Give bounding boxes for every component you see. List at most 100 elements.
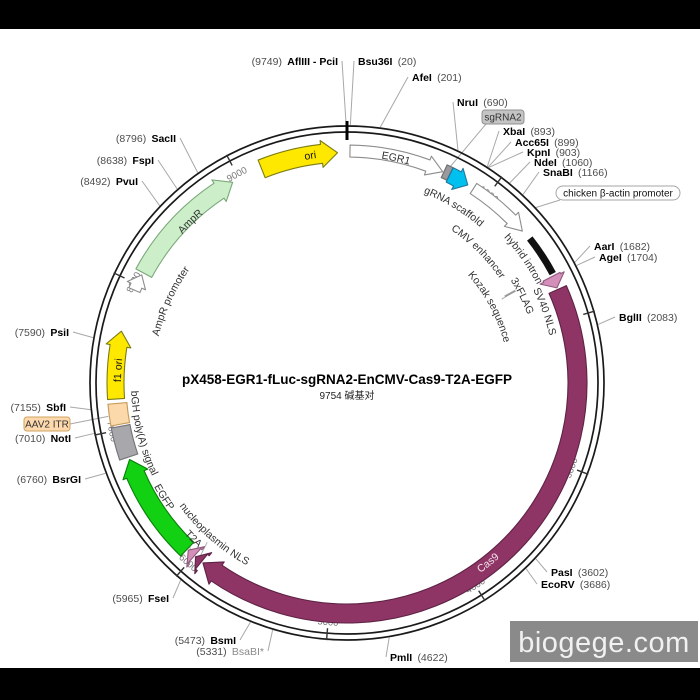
site-label-FseI: (5965) FseI (112, 593, 169, 605)
site-leader (74, 432, 95, 439)
callout-text: sgRNA2 (484, 113, 522, 124)
feature-arrows (105, 139, 588, 624)
feature-hybrid-intron (527, 236, 556, 276)
feature-ori (257, 139, 339, 179)
site-leader (452, 101, 459, 151)
site-leader (141, 180, 161, 206)
bp-tick (113, 272, 125, 279)
site-label-KpnI: KpnI (903) (527, 147, 580, 159)
top-black-bar (0, 0, 700, 29)
site-leader (341, 60, 347, 126)
callout-leader (533, 199, 561, 209)
feature-T2A (186, 546, 206, 568)
site-label-SnaBI: SnaBI (1166) (543, 167, 608, 179)
bp-tick (225, 154, 233, 166)
feature-label-nucleoplasmin-nls-path (150, 450, 306, 587)
bp-tick (325, 628, 329, 641)
callout-text: AAV2 ITR (25, 420, 69, 431)
site-leader (525, 568, 538, 585)
feature-SV40-NLS (539, 271, 565, 289)
site-label-AarI: AarI (1682) (594, 241, 650, 253)
feature-AmpR (135, 179, 234, 278)
plasmid-size-label: 9754 碱基对 (319, 389, 374, 402)
site-label-Acc65I: Acc65I (899) (515, 137, 579, 149)
site-leader (598, 316, 616, 325)
site-leader (576, 256, 596, 266)
site-leader (267, 629, 274, 652)
feature-label-kozak-sequence: Kozak sequence (465, 269, 512, 344)
site-label-NruI: NruI (690) (457, 97, 508, 109)
watermark-box (510, 621, 698, 662)
feature-CMV-enhancer (469, 182, 523, 232)
feature-label-hybrid-intron: hybrid intron (502, 231, 545, 286)
watermark-text: biogege.com (518, 627, 690, 659)
site-leader (509, 161, 531, 184)
site-leader (487, 141, 512, 168)
site-leader (69, 406, 91, 411)
site-label-BsaBI-: (5331) BsaBI* (196, 646, 264, 658)
site-label-AfeI: AfeI (201) (412, 72, 462, 84)
site-label-BsrGI: (6760) BsrGI (17, 474, 81, 486)
callout-box-chicken-actin-promoter (555, 185, 681, 201)
site-leader (72, 331, 94, 339)
site-label-NdeI: NdeI (1060) (534, 157, 592, 169)
site-leader (179, 137, 199, 173)
site-label-PsiI: (7590) PsiI (15, 327, 69, 339)
bottom-black-bar (0, 668, 700, 700)
site-leader (84, 472, 106, 480)
kozak-sequence-tick (504, 289, 516, 298)
leader-lines (69, 60, 616, 658)
feature-label-cmv-enhancer: CMV enhancer (449, 222, 508, 281)
site-leader (522, 171, 540, 195)
feature-EGFP (122, 458, 195, 557)
callout-labels: sgRNA2 chicken β-actin promoter AAV2 ITR (23, 109, 681, 432)
feature-AAV2-ITR (107, 401, 131, 427)
bp-tick (478, 590, 486, 602)
restriction-site-labels: (9749) AflIII - PciI Bsu36I (20) AfeI (201… (11, 56, 678, 664)
site-leader (172, 579, 182, 599)
site-leader (535, 558, 548, 573)
site-label-AgeI: AgeI (1704) (599, 252, 657, 264)
callout-text: chicken β-actin promoter (563, 189, 673, 200)
site-label-BsmI: (5473) BsmI (175, 635, 236, 647)
bp-tick (583, 310, 595, 316)
feature-EGR1 (349, 144, 444, 176)
callout-box-sgRNA2 (481, 109, 525, 125)
site-label-FspI: (8638) FspI (97, 155, 154, 167)
site-label-XbaI: XbaI (893) (503, 126, 555, 138)
site-label-Bsu36I: Bsu36I (20) (358, 56, 416, 68)
site-label-AflIII-PciI: (9749) AflIII - PciI (252, 56, 338, 68)
bp-tick (494, 176, 503, 187)
site-label-SbfI: (7155) SbfI (11, 402, 67, 414)
feature-nucleoplasmin-NLS (194, 552, 213, 575)
site-leader (349, 60, 355, 126)
plasmid-title: pX458-EGR1-fLuc-sgRNA2-EnCMV-Cas9-T2A-EG… (182, 372, 512, 387)
bp-tick (576, 469, 589, 475)
feature-label-ampr-promoter: AmpR promoter (150, 264, 192, 337)
feature-label-f1-ori: f1 ori (112, 358, 125, 382)
feature-Cas9 (202, 285, 588, 624)
site-label-PmlI: PmlI (4622) (390, 652, 448, 664)
site-label-NotI: (7010) NotI (15, 433, 71, 445)
feature-label-3xflag: 3xFLAG (508, 276, 536, 316)
site-label-BglII: BglII (2083) (619, 312, 677, 324)
watermark: biogege.com (510, 621, 698, 662)
callout-leader (69, 415, 109, 425)
site-label-PasI: PasI (3602) (551, 567, 608, 579)
feature-AmpR-promoter (126, 274, 147, 294)
site-leader (486, 130, 500, 167)
site-label-SacII: (8796) SacII (116, 133, 176, 145)
site-leader (488, 151, 524, 168)
callout-box-AAV2-ITR (23, 416, 71, 432)
site-leader (157, 159, 178, 190)
site-leader (239, 621, 251, 641)
site-leader (574, 245, 591, 263)
bp-tick (175, 566, 185, 577)
site-leader (385, 637, 390, 658)
site-label-PvuI: (8492) PvuI (80, 176, 138, 188)
bp-tick-label-path (150, 150, 356, 259)
feature-bGH-polyA-signal (110, 423, 139, 461)
callout-leader (450, 123, 487, 167)
